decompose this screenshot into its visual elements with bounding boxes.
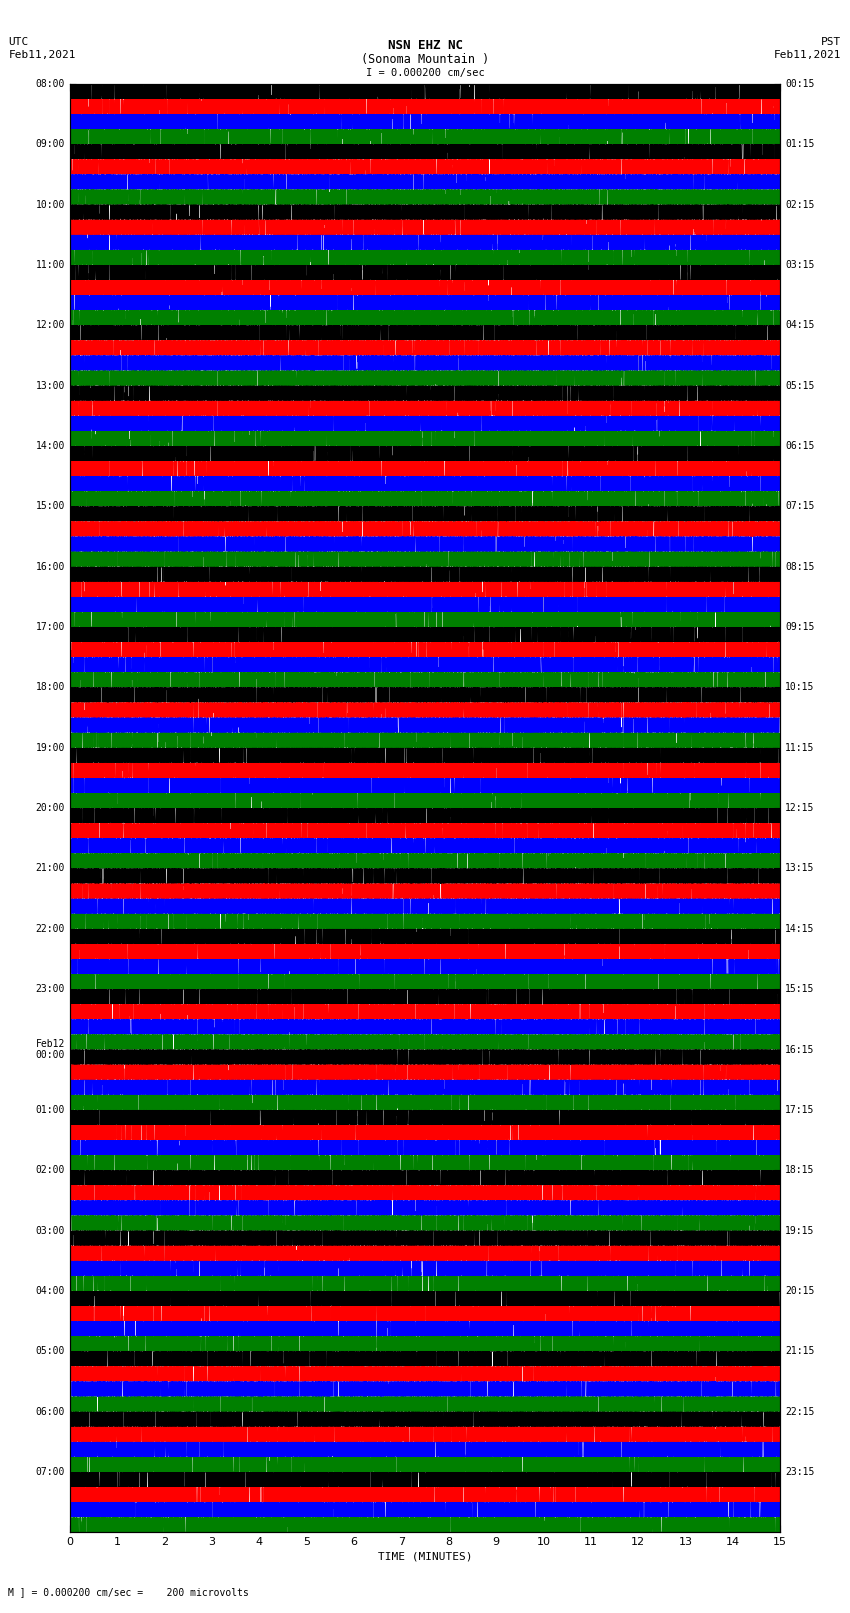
- Text: NSN EHZ NC: NSN EHZ NC: [388, 39, 462, 52]
- Text: I = 0.000200 cm/sec: I = 0.000200 cm/sec: [366, 68, 484, 77]
- Text: (Sonoma Mountain ): (Sonoma Mountain ): [361, 53, 489, 66]
- Text: UTC: UTC: [8, 37, 29, 47]
- Text: Feb11,2021: Feb11,2021: [774, 50, 842, 60]
- Text: PST: PST: [821, 37, 842, 47]
- X-axis label: TIME (MINUTES): TIME (MINUTES): [377, 1552, 473, 1561]
- Text: M ] = 0.000200 cm/sec =    200 microvolts: M ] = 0.000200 cm/sec = 200 microvolts: [8, 1587, 249, 1597]
- Text: Feb11,2021: Feb11,2021: [8, 50, 76, 60]
